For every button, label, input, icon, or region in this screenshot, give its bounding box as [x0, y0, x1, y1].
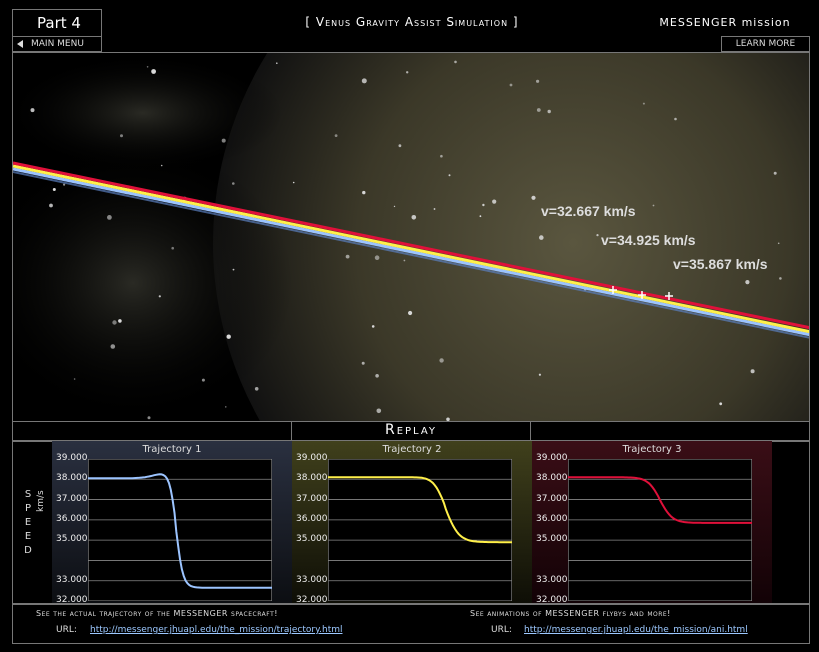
replay-button[interactable]: Replay [291, 421, 531, 441]
arrow-left-icon [17, 39, 23, 48]
trajectory-panel-3: Trajectory 3 39.000 38.000 37.000 36.000 35.… [532, 441, 772, 605]
footer [12, 604, 810, 644]
y-tick-label: 39.000 [296, 453, 328, 463]
space-scene [13, 53, 809, 421]
velocity-label-2: v=34.925 km/s [601, 232, 696, 248]
velocity-label-3: v=35.867 km/s [673, 256, 768, 272]
stars [30, 60, 782, 421]
speed-series-line [88, 473, 272, 589]
trajectory-link[interactable]: http://messenger.jhuapl.edu/the_mission/… [90, 625, 343, 635]
speed-series-line [568, 476, 752, 524]
y-tick-label: 38.000 [296, 473, 328, 484]
y-tick-label: 32.000 [56, 595, 88, 605]
url-label-left: URL: [56, 625, 77, 635]
main-menu-button[interactable]: MAIN MENU [12, 36, 102, 52]
trajectory-lines [13, 161, 809, 339]
trajectory-panel-1: Trajectory 1 39.000 38.000 37.000 36.000 35.… [52, 441, 292, 605]
y-tick-label: 32.000 [296, 595, 328, 605]
y-tick-label: 38.000 [56, 473, 88, 484]
trajectory-chart-3 [568, 459, 752, 601]
url-label-right: URL: [491, 625, 512, 635]
y-tick-label: 37.000 [56, 493, 88, 504]
speed-series-line [328, 476, 512, 544]
page-title: [ Venus Gravity Assist Simulation ] [305, 15, 519, 29]
y-tick-label: 33.000 [536, 574, 568, 585]
spacecraft-markers [609, 286, 673, 300]
footer-note-left: See the actual trajectory of the MESSENG… [36, 609, 278, 618]
main-menu-label: MAIN MENU [31, 39, 84, 49]
y-tick-label: 35.000 [56, 534, 88, 545]
y-tick-label: 37.000 [536, 493, 568, 504]
y-tick-label: 37.000 [296, 493, 328, 504]
trajectory-chart-2 [328, 459, 512, 601]
y-tick-label: 33.000 [56, 574, 88, 585]
y-tick-label: 36.000 [536, 513, 568, 524]
trajectory-panel-2: Trajectory 2 39.000 38.000 37.000 36.000 35.… [292, 441, 532, 605]
part-indicator: Part 4 [12, 9, 102, 37]
speed-unit-label: km/s [36, 490, 46, 512]
simulation-view[interactable]: v=32.667 km/s v=34.925 km/s v=35.867 km/… [12, 52, 810, 422]
y-tick-label: 38.000 [536, 473, 568, 484]
y-tick-label: 36.000 [296, 513, 328, 524]
y-tick-label: 39.000 [56, 453, 88, 463]
velocity-label-1: v=32.667 km/s [541, 203, 636, 219]
mission-label: MESSENGER mission [659, 16, 791, 29]
learn-more-button[interactable]: LEARN MORE [721, 36, 810, 52]
y-tick-label: 33.000 [296, 574, 328, 585]
y-tick-label: 39.000 [536, 453, 568, 463]
animations-link[interactable]: http://messenger.jhuapl.edu/the_mission/… [524, 625, 748, 635]
y-tick-label: 35.000 [296, 534, 328, 545]
y-tick-label: 36.000 [56, 513, 88, 524]
y-tick-label: 35.000 [536, 534, 568, 545]
venus-planet [213, 53, 809, 421]
chart-title: Trajectory 1 [142, 444, 202, 455]
chart-title: Trajectory 3 [622, 444, 682, 455]
replay-bar [12, 421, 810, 441]
footer-note-right: See animations of MESSENGER flybys and m… [470, 609, 671, 618]
trajectory-chart-1 [88, 459, 272, 601]
chart-title: Trajectory 2 [382, 444, 442, 455]
y-tick-label: 32.000 [536, 595, 568, 605]
